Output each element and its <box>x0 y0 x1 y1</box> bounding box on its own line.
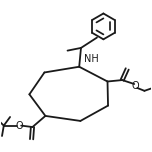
Text: O: O <box>131 81 139 91</box>
Text: O: O <box>15 121 23 131</box>
Text: NH: NH <box>84 54 99 64</box>
